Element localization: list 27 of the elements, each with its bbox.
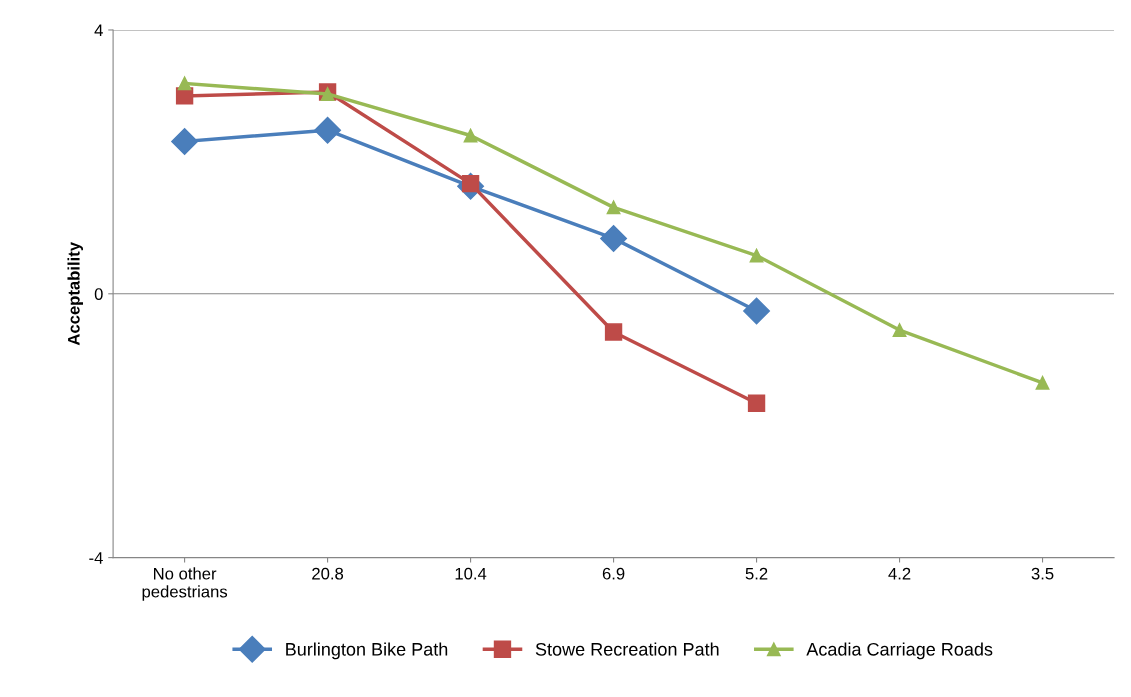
point: [600, 224, 628, 252]
x-tick-label: 3.5: [1031, 567, 1054, 580]
x-tick-label: 6.9: [602, 567, 625, 580]
point: [604, 323, 623, 341]
x-tick-label: 10.4: [455, 567, 487, 580]
legend-label: Acadia Carriage Roads: [806, 642, 993, 660]
point: [743, 297, 771, 325]
point: [606, 200, 621, 215]
point: [177, 76, 192, 91]
point: [314, 116, 342, 144]
legend-label: Burlington Bike Path: [286, 642, 448, 660]
point: [892, 323, 907, 338]
y-tick-label: 0: [94, 288, 103, 300]
point: [747, 394, 766, 412]
x-tick-label: 4.2: [888, 567, 911, 580]
point: [171, 127, 199, 155]
y-tick-label: -4: [89, 552, 103, 564]
legend-label: Stowe Recreation Path: [535, 642, 719, 656]
x-tick-label: 20.8: [312, 567, 344, 580]
y-tick-label: 4: [94, 24, 103, 37]
y-axis-title: Acceptability: [67, 242, 83, 346]
x-tick-label: No other pedestrians: [142, 567, 228, 601]
x-tick-label: 5.2: [745, 567, 768, 580]
point: [320, 87, 335, 101]
point: [1035, 375, 1050, 390]
point: [463, 128, 478, 143]
point: [749, 248, 764, 263]
